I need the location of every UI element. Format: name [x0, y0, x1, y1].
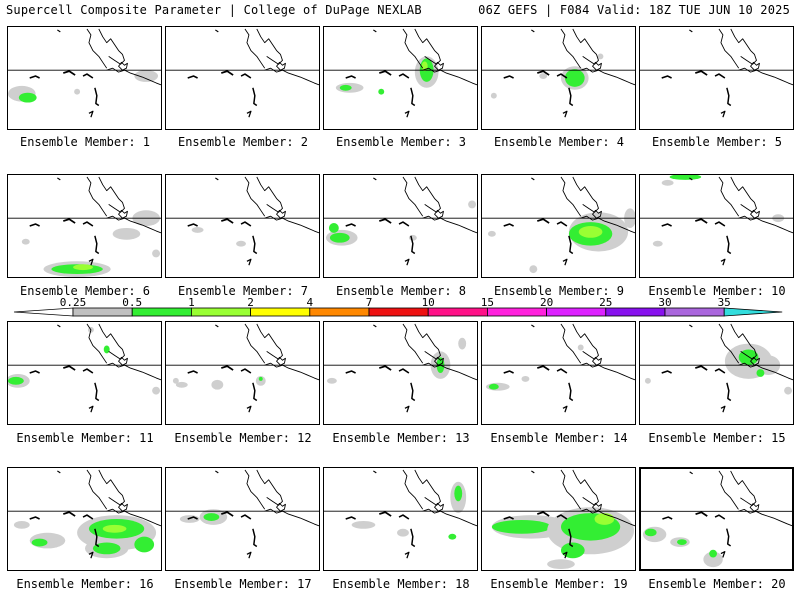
colorbar-tick-label: 10 [422, 296, 435, 309]
colorbar-bin-9 [546, 307, 607, 317]
colorbar-bin-6 [368, 307, 429, 317]
member-label-5: Ensemble Member: 5 [651, 135, 783, 149]
colorbar-bin-2 [131, 307, 192, 317]
colorbar-tick-label: 0.25 [60, 296, 87, 309]
colorbar-tick-label: 7 [366, 296, 373, 309]
ensemble-member-map-2[interactable] [165, 26, 320, 130]
colorbar-bin-1 [72, 307, 133, 317]
member-label-4: Ensemble Member: 4 [493, 135, 625, 149]
member-label-16: Ensemble Member: 16 [16, 577, 154, 591]
member-label-7: Ensemble Member: 7 [177, 284, 309, 298]
colorbar-legend: 0.25 0.5 1 2 4 7 10 15 20 25 30 35 [13, 296, 783, 317]
scp-field-1 [8, 28, 161, 118]
colorbar-tick-label: 2 [247, 296, 254, 309]
colorbar-bin-11 [664, 307, 725, 317]
member-label-20: Ensemble Member: 20 [648, 577, 786, 591]
member-label-19: Ensemble Member: 19 [490, 577, 628, 591]
member-label-18: Ensemble Member: 18 [332, 577, 470, 591]
scp-field-11 [8, 323, 161, 413]
ensemble-member-map-12[interactable] [165, 321, 320, 425]
scp-field-13 [324, 323, 477, 413]
ensemble-member-map-16[interactable] [7, 467, 162, 571]
scp-field-12 [166, 323, 319, 413]
colorbar-tick-label: 4 [306, 296, 313, 309]
scp-field-9 [482, 176, 635, 274]
scp-field-8 [324, 176, 477, 266]
valid-time: 06Z GEFS | F084 Valid: 18Z TUE JUN 10 20… [478, 3, 790, 17]
colorbar-bin-7 [427, 307, 488, 317]
scp-field-14 [482, 323, 635, 413]
ensemble-member-map-19[interactable] [481, 467, 636, 571]
member-label-12: Ensemble Member: 12 [174, 431, 312, 445]
ensemble-member-map-10[interactable] [639, 174, 794, 278]
member-label-3: Ensemble Member: 3 [335, 135, 467, 149]
colorbar-bin-3 [190, 307, 251, 317]
member-label-14: Ensemble Member: 14 [490, 431, 628, 445]
scp-field-4 [482, 28, 635, 118]
scp-field-17 [166, 469, 319, 559]
colorbar-tick-label: 30 [658, 296, 671, 309]
scp-field-20 [641, 470, 792, 568]
colorbar-over-triangle [723, 307, 783, 317]
member-label-11: Ensemble Member: 11 [16, 431, 154, 445]
scp-field-15 [640, 323, 793, 413]
ensemble-member-map-13[interactable] [323, 321, 478, 425]
ensemble-member-map-20[interactable] [639, 467, 794, 571]
scp-field-6 [8, 176, 161, 277]
member-label-17: Ensemble Member: 17 [174, 577, 312, 591]
ensemble-member-map-1[interactable] [7, 26, 162, 130]
colorbar-bin-5 [309, 307, 370, 317]
ensemble-member-map-14[interactable] [481, 321, 636, 425]
colorbar-bin-10 [605, 307, 666, 317]
member-label-6: Ensemble Member: 6 [19, 284, 151, 298]
scp-field-5 [640, 28, 793, 118]
colorbar-bin-4 [250, 307, 311, 317]
member-label-10: Ensemble Member: 10 [648, 284, 786, 298]
member-label-9: Ensemble Member: 9 [493, 284, 625, 298]
colorbar-bin-8 [486, 307, 547, 317]
ensemble-member-map-5[interactable] [639, 26, 794, 130]
scp-field-16 [8, 469, 161, 559]
colorbar-under-triangle [13, 307, 74, 317]
ensemble-member-map-4[interactable] [481, 26, 636, 130]
colorbar-tick-label: 20 [540, 296, 553, 309]
ensemble-member-map-11[interactable] [7, 321, 162, 425]
ensemble-member-map-7[interactable] [165, 174, 320, 278]
ensemble-member-map-18[interactable] [323, 467, 478, 571]
page-title: Supercell Composite Parameter | College … [6, 3, 422, 17]
scp-field-19 [482, 469, 635, 570]
ensemble-member-map-17[interactable] [165, 467, 320, 571]
scp-field-7 [166, 176, 319, 266]
member-label-15: Ensemble Member: 15 [648, 431, 786, 445]
colorbar-tick-label: 15 [481, 296, 494, 309]
colorbar-tick-label: 25 [599, 296, 612, 309]
member-label-2: Ensemble Member: 2 [177, 135, 309, 149]
member-label-8: Ensemble Member: 8 [335, 284, 467, 298]
colorbar-tick-label: 1 [188, 296, 195, 309]
colorbar-tick-label: 35 [718, 296, 731, 309]
scp-field-2 [166, 28, 319, 118]
ensemble-member-map-3[interactable] [323, 26, 478, 130]
member-label-1: Ensemble Member: 1 [19, 135, 151, 149]
scp-field-10 [640, 175, 793, 266]
member-label-13: Ensemble Member: 13 [332, 431, 470, 445]
ensemble-member-map-9[interactable] [481, 174, 636, 278]
ensemble-member-map-15[interactable] [639, 321, 794, 425]
colorbar-tick-label: 0.5 [122, 296, 142, 309]
ensemble-member-map-6[interactable] [7, 174, 162, 278]
scp-field-3 [324, 28, 477, 118]
ensemble-member-map-8[interactable] [323, 174, 478, 278]
scp-field-18 [324, 469, 477, 559]
